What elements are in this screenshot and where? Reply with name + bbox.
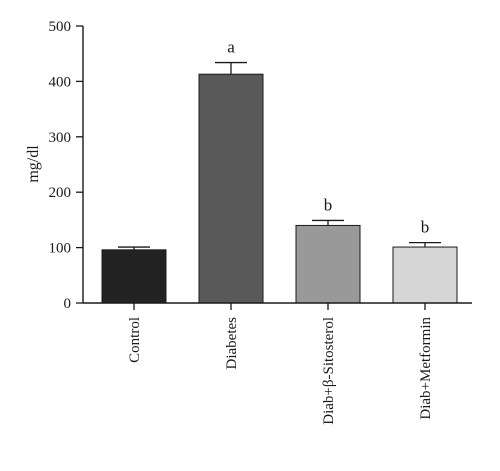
axes	[82, 26, 472, 310]
y-axis-ticks: 0 100 200 300 400 500	[49, 19, 83, 312]
category-label: Diabetes	[224, 317, 240, 370]
category-label: Diab+Metformin	[418, 317, 434, 420]
bar-diab-sitosterol	[295, 224, 361, 304]
y-axis-label: mg/dl	[25, 145, 42, 183]
bar-control	[101, 249, 167, 304]
significance-label: a	[227, 38, 235, 57]
y-tick-label: 0	[64, 296, 72, 312]
bar-diabetes	[198, 73, 264, 304]
y-tick-label: 200	[49, 185, 72, 201]
category-labels: Control Diabetes Diab+β-Sitosterol Diab+Met…	[127, 317, 434, 425]
bars: a b b	[101, 38, 458, 304]
category-label: Diab+β-Sitosterol	[321, 317, 337, 425]
significance-label: b	[324, 195, 333, 214]
category-label: Control	[127, 317, 143, 363]
bar-diab-metformin	[392, 246, 458, 304]
y-tick-label: 300	[49, 130, 72, 146]
significance-label: b	[421, 218, 430, 237]
y-tick-label: 400	[49, 74, 72, 90]
y-tick-label: 500	[49, 19, 72, 35]
y-tick-label: 100	[49, 241, 72, 257]
